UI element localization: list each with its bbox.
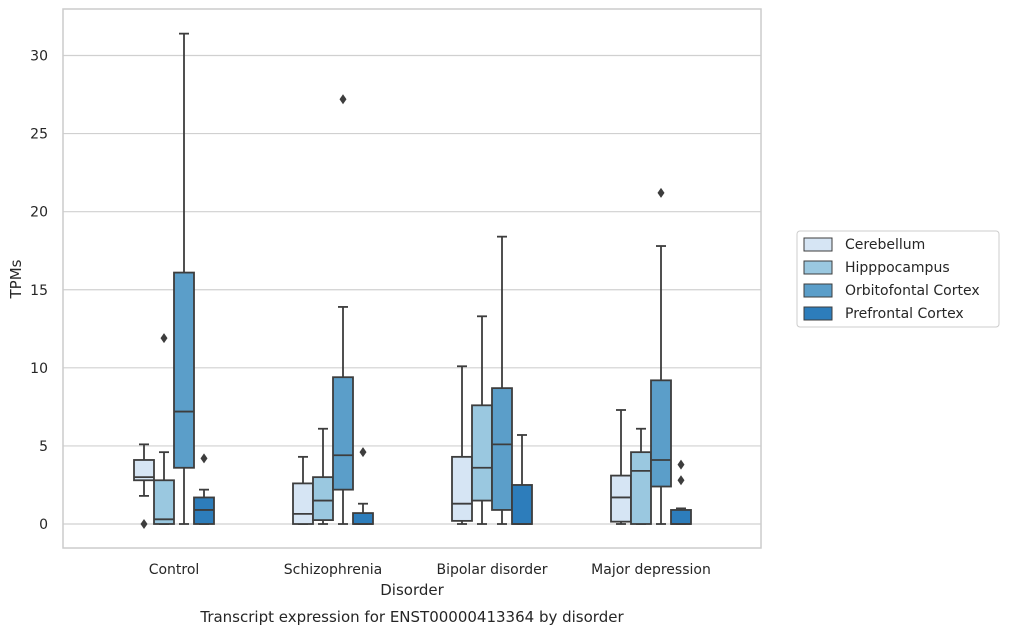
outlier-point <box>339 94 347 105</box>
iqr-box <box>153 479 175 525</box>
box-cerebellum <box>292 455 314 525</box>
x-tick-label: Major depression <box>591 562 711 578</box>
x-tick-label: Control <box>149 562 200 578</box>
y-tick-labels: 0 5 10 15 20 25 30 <box>30 49 48 534</box>
y-tick-label: 25 <box>30 127 48 143</box>
y-tick-label: 20 <box>30 205 48 221</box>
plot-layer <box>133 32 692 529</box>
legend-swatch <box>803 260 833 275</box>
box-cerebellum <box>451 365 473 525</box>
iqr-box <box>610 474 632 523</box>
legend-label: Orbitofontal Cortex <box>845 283 980 299</box>
box-hipppocampus <box>630 427 652 525</box>
box-hipppocampus <box>312 427 334 525</box>
iqr-box <box>511 484 533 525</box>
box-orbitofontal-cortex <box>650 187 672 525</box>
box-cerebellum <box>133 443 155 529</box>
box-orbitofontal-cortex <box>173 32 195 525</box>
iqr-box <box>332 376 354 491</box>
y-tick-label: 15 <box>30 283 48 299</box>
y-tick-label: 10 <box>30 361 48 377</box>
box-prefrontal-cortex <box>670 459 692 525</box>
iqr-box <box>670 509 692 525</box>
legend-swatch <box>803 237 833 252</box>
legend-label: Hipppocampus <box>845 260 950 276</box>
box-prefrontal-cortex <box>511 434 533 525</box>
outlier-point <box>677 459 685 470</box>
box-cerebellum <box>610 409 632 525</box>
iqr-box <box>630 451 652 525</box>
legend-label: Cerebellum <box>845 237 925 253</box>
x-tick-label: Schizophrenia <box>284 562 382 578</box>
legend-frame <box>796 230 1000 328</box>
outlier-point <box>677 475 685 486</box>
y-tick-label: 5 <box>39 439 48 455</box>
box-orbitofontal-cortex <box>332 94 354 525</box>
outlier-point <box>140 519 148 529</box>
outlier-point <box>160 333 168 344</box>
box-hipppocampus <box>153 333 175 525</box>
box-hipppocampus <box>471 315 493 525</box>
iqr-box <box>292 482 314 525</box>
chart-caption: Transcript expression for ENST0000041336… <box>199 608 624 626</box>
iqr-box <box>650 379 672 488</box>
legend-swatch <box>803 306 833 321</box>
legend-swatch <box>803 283 833 298</box>
plot-frame <box>62 8 762 549</box>
x-axis-label: Disorder <box>380 581 444 599</box>
iqr-box <box>491 387 513 511</box>
y-axis-label: TPMs <box>7 259 25 299</box>
iqr-box <box>173 271 195 469</box>
iqr-box <box>471 404 493 502</box>
legend: Cerebellum Hipppocampus Orbitofontal Corte… <box>796 230 1000 328</box>
y-tick-label: 0 <box>39 517 48 533</box>
iqr-box <box>312 476 334 521</box>
iqr-box <box>451 455 473 522</box>
iqr-box <box>352 512 374 525</box>
outlier-point <box>200 453 208 464</box>
legend-label: Prefrontal Cortex <box>845 306 964 322</box>
y-tick-label: 30 <box>30 49 48 65</box>
box-prefrontal-cortex <box>352 447 374 525</box>
outlier-point <box>657 187 665 198</box>
x-tick-labels: Control Schizophrenia Bipolar disorder Majo… <box>149 562 711 578</box>
x-tick-label: Bipolar disorder <box>436 562 547 578</box>
outlier-point <box>359 447 367 458</box>
box-prefrontal-cortex <box>193 453 215 525</box>
box-orbitofontal-cortex <box>491 235 513 525</box>
iqr-box <box>133 459 155 482</box>
